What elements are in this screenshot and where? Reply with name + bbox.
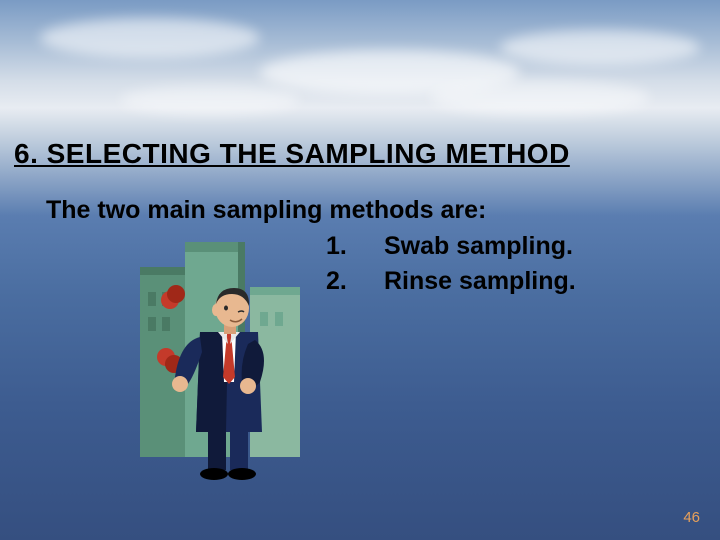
list-item: 1. Swab sampling. xyxy=(326,232,576,261)
list-item: 2. Rinse sampling. xyxy=(326,267,576,296)
list-item-number: 1. xyxy=(326,232,384,261)
businessman-clipart xyxy=(130,232,320,482)
list-item-text: Swab sampling. xyxy=(384,232,573,261)
slide-container: 6. SELECTING THE SAMPLING METHOD The two… xyxy=(0,0,720,540)
cloud-decoration xyxy=(430,80,650,115)
list-item-number: 2. xyxy=(326,267,384,296)
cloud-decoration xyxy=(500,30,700,65)
cloud-decoration xyxy=(120,85,300,115)
slide-subtitle: The two main sampling methods are: xyxy=(46,196,486,225)
page-number: 46 xyxy=(683,509,700,526)
slide-title: 6. SELECTING THE SAMPLING METHOD xyxy=(14,138,570,170)
cloud-decoration xyxy=(40,18,260,58)
list-item-text: Rinse sampling. xyxy=(384,267,576,296)
method-list: 1. Swab sampling. 2. Rinse sampling. xyxy=(326,232,576,302)
